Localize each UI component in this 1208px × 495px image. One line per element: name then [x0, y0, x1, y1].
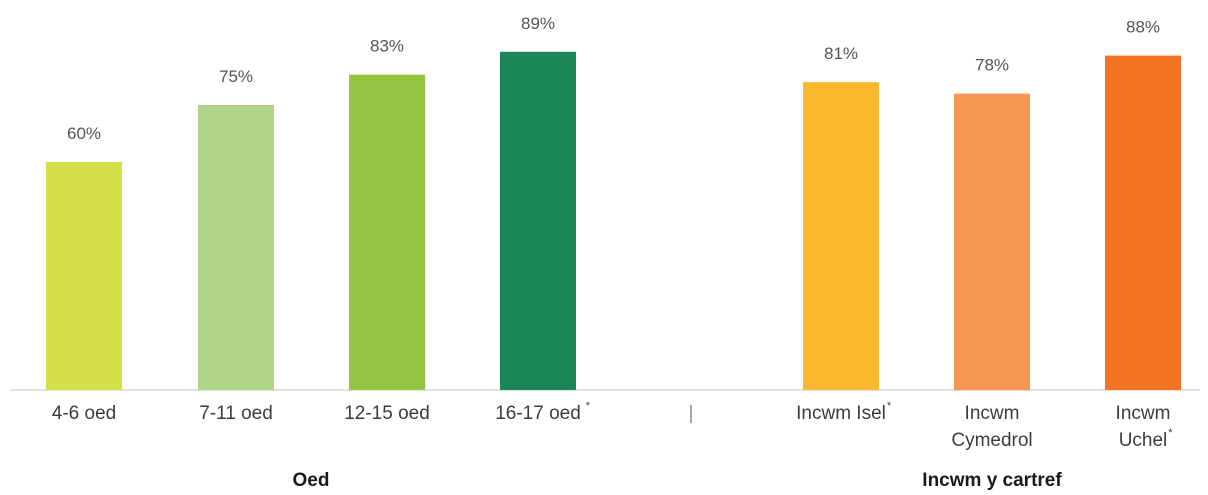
- bar: [349, 74, 425, 390]
- footnote-marker: *: [1168, 427, 1173, 439]
- category-label: 12-15 oed: [344, 403, 430, 424]
- category-label: Uchel: [1119, 430, 1168, 451]
- footnote-marker: *: [887, 400, 892, 412]
- category-label: Cymedrol: [951, 430, 1032, 451]
- bar: [1105, 55, 1181, 390]
- group-separator: |: [689, 403, 694, 424]
- category-label: Incwm Isel: [796, 403, 886, 424]
- bar: [46, 162, 122, 390]
- footnote-marker: *: [586, 400, 591, 412]
- bar: [954, 93, 1030, 390]
- bar: [198, 105, 274, 390]
- data-label: 89%: [521, 14, 555, 33]
- group-label: Oed: [293, 470, 330, 491]
- data-label: 75%: [219, 67, 253, 86]
- category-label: Incwm: [965, 403, 1020, 424]
- data-label: 88%: [1126, 18, 1160, 37]
- group-label: Incwm y cartref: [922, 470, 1062, 491]
- bar: [500, 51, 576, 391]
- category-label: 4-6 oed: [52, 403, 116, 424]
- bar: [803, 82, 879, 390]
- data-label: 81%: [824, 44, 858, 63]
- category-label: 7-11 oed: [199, 403, 273, 424]
- data-label: 83%: [370, 37, 404, 56]
- category-label: Incwm: [1116, 403, 1171, 424]
- category-label: 16-17 oed: [495, 403, 581, 424]
- data-label: 60%: [67, 124, 101, 143]
- data-label: 78%: [975, 56, 1009, 75]
